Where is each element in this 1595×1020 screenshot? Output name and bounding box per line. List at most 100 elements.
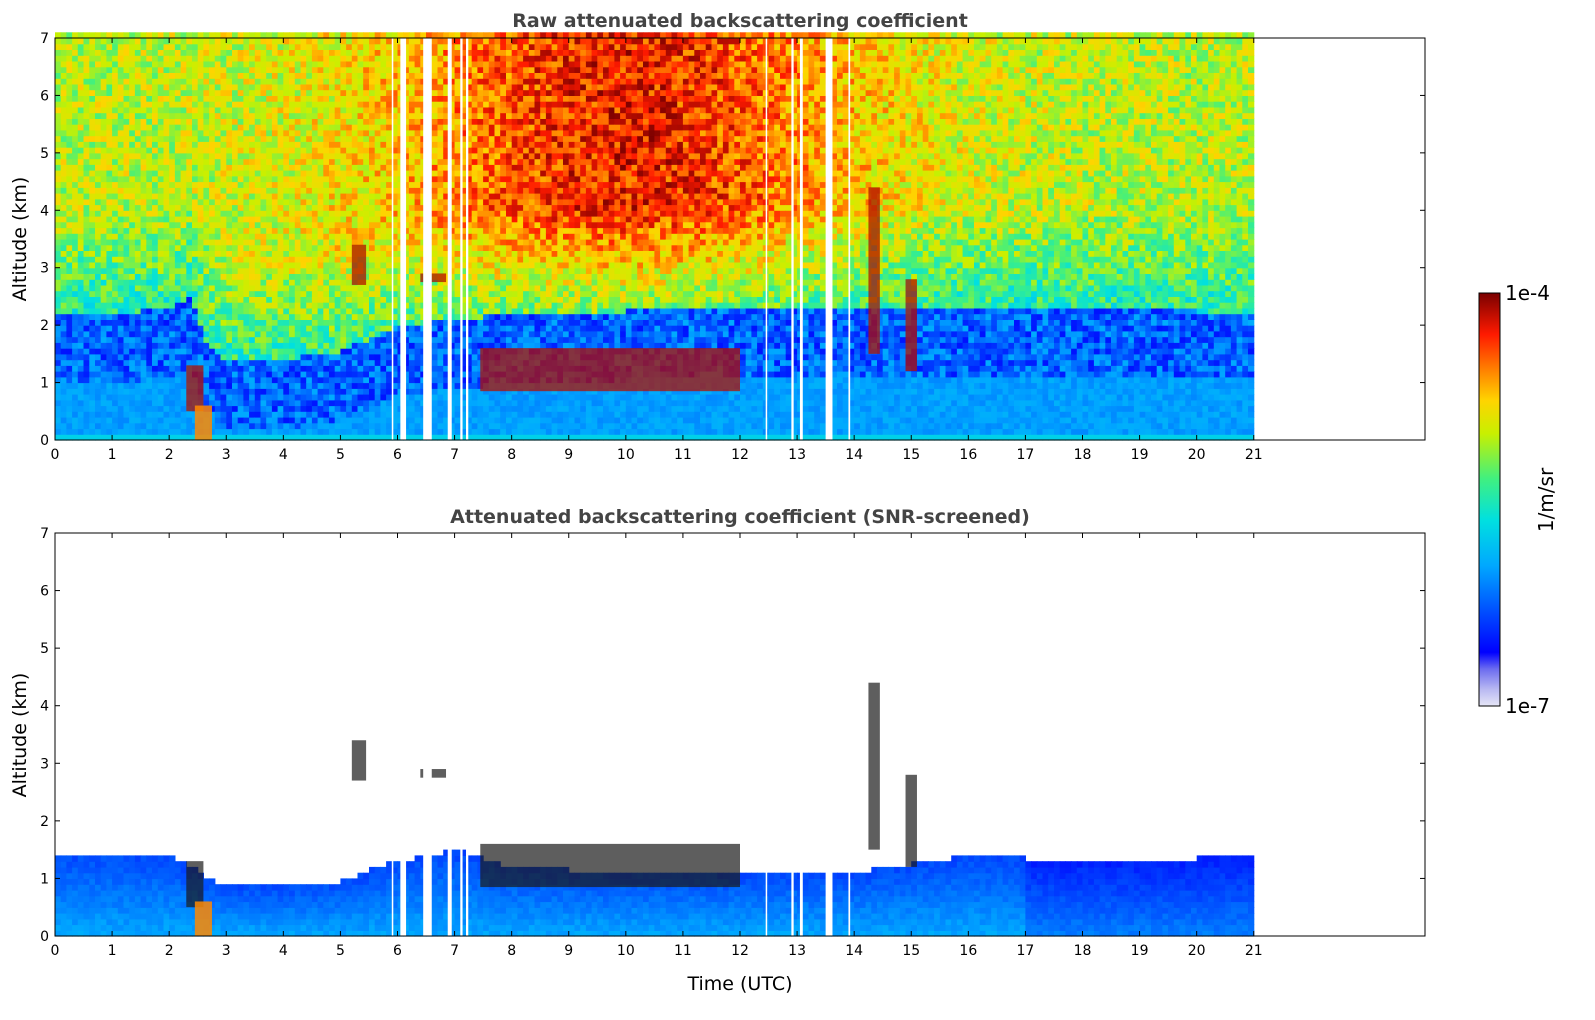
data-gap — [765, 38, 768, 440]
cloud-feature — [420, 273, 447, 283]
x-tick-label: 14 — [845, 447, 863, 463]
heatmap-screened — [55, 533, 1255, 937]
x-axis: 0 1 2 3 4 5 6 7 8 9 10 11 12 13 14 15 16 17 18 19 20 21 — [51, 533, 1263, 959]
data-gap — [460, 533, 463, 936]
colorbar: 1e-4 1e-7 1/m/sr — [1478, 281, 1558, 718]
x-tick-label: 2 — [165, 447, 174, 463]
y-axis: 0 1 2 3 4 5 6 7 — [40, 526, 1425, 945]
aerosol-plume — [194, 901, 212, 936]
x-tick-label: 1 — [108, 447, 117, 463]
x-tick-label: 5 — [336, 943, 345, 959]
panel-snr-screened: Attenuated backscattering coefficient (S… — [9, 506, 1426, 995]
y-axis: 0 1 2 3 4 5 6 7 — [40, 31, 1425, 449]
y-tick-label: 2 — [40, 814, 49, 830]
x-tick-label: 3 — [222, 943, 231, 959]
cloud-feature — [868, 682, 880, 850]
x-tick-label: 18 — [1074, 943, 1092, 959]
y-tick-label: 4 — [40, 699, 49, 715]
data-gap — [423, 38, 432, 440]
y-tick-label: 5 — [40, 641, 49, 657]
chart-title: Raw attenuated backscattering coefficien… — [512, 10, 968, 32]
y-tick-label: 0 — [40, 433, 49, 449]
data-gap — [447, 533, 452, 936]
data-gap — [799, 533, 803, 936]
cloud-feature — [351, 740, 367, 781]
x-tick-label: 17 — [1017, 943, 1035, 959]
x-tick-label: 0 — [51, 447, 60, 463]
data-gap — [848, 533, 851, 936]
x-tick-label: 18 — [1074, 447, 1092, 463]
data-gap — [799, 38, 803, 440]
x-tick-label: 12 — [731, 447, 749, 463]
data-gap — [825, 533, 833, 936]
x-tick-label: 16 — [959, 447, 977, 463]
data-gap — [466, 533, 469, 936]
x-tick-label: 7 — [450, 943, 459, 959]
x-tick-label: 8 — [507, 447, 516, 463]
data-gap — [460, 38, 463, 440]
x-tick-label: 0 — [51, 943, 60, 959]
cloud-feature — [420, 769, 447, 778]
x-tick-label: 9 — [564, 943, 573, 959]
data-gap — [423, 533, 432, 936]
y-tick-label: 3 — [40, 261, 49, 277]
x-axis-label: Time (UTC) — [686, 973, 792, 995]
panel-raw: Raw attenuated backscattering coefficien… — [9, 10, 1426, 463]
aerosol-plume — [194, 405, 212, 440]
y-tick-label: 7 — [40, 526, 49, 542]
y-tick-label: 7 — [40, 31, 49, 47]
cloud-feature — [480, 348, 740, 392]
x-tick-label: 5 — [336, 447, 345, 463]
x-tick-label: 4 — [279, 447, 288, 463]
y-tick-label: 1 — [40, 376, 49, 392]
cloud-feature — [905, 279, 917, 372]
x-axis: 0 1 2 3 4 5 6 7 8 9 10 11 12 13 14 15 16 17 18 19 20 21 — [51, 38, 1263, 463]
x-tick-label: 19 — [1131, 943, 1149, 959]
y-tick-label: 0 — [40, 929, 49, 945]
x-tick-label: 17 — [1017, 447, 1035, 463]
data-gap — [848, 38, 851, 440]
y-axis-label: Altitude (km) — [9, 673, 31, 798]
x-tick-label: 4 — [279, 943, 288, 959]
x-tick-label: 7 — [450, 447, 459, 463]
cloud-feature — [186, 365, 204, 412]
x-tick-label: 21 — [1245, 943, 1263, 959]
x-tick-label: 13 — [788, 943, 806, 959]
x-tick-label: 1 — [108, 943, 117, 959]
data-gap — [400, 533, 407, 936]
x-tick-label: 15 — [902, 943, 920, 959]
x-tick-label: 15 — [902, 447, 920, 463]
chart-title: Attenuated backscattering coefficient (S… — [450, 506, 1030, 528]
y-tick-label: 3 — [40, 756, 49, 772]
colorbar-units-label: 1/m/sr — [1534, 467, 1558, 532]
x-tick-label: 8 — [507, 943, 516, 959]
x-tick-label: 10 — [617, 447, 635, 463]
data-gap — [791, 533, 794, 936]
y-tick-label: 4 — [40, 203, 49, 219]
x-tick-label: 20 — [1188, 447, 1206, 463]
data-gap — [791, 38, 794, 440]
cloud-feature — [868, 187, 880, 354]
y-tick-label: 5 — [40, 146, 49, 162]
x-tick-label: 21 — [1245, 447, 1263, 463]
x-tick-label: 16 — [959, 943, 977, 959]
x-tick-label: 9 — [564, 447, 573, 463]
cloud-feature — [905, 774, 917, 867]
y-tick-label: 6 — [40, 584, 49, 600]
y-tick-label: 2 — [40, 318, 49, 334]
x-tick-label: 11 — [674, 447, 692, 463]
x-tick-label: 2 — [165, 943, 174, 959]
y-tick-label: 1 — [40, 871, 49, 887]
x-tick-label: 12 — [731, 943, 749, 959]
data-gap — [391, 533, 394, 936]
data-gap — [391, 38, 394, 440]
x-tick-label: 19 — [1131, 447, 1149, 463]
cloud-feature — [351, 244, 367, 285]
cloud-feature — [186, 861, 204, 908]
data-gap — [400, 38, 407, 440]
colorbar-max-label: 1e-4 — [1505, 281, 1550, 305]
data-gap — [466, 38, 469, 440]
y-tick-label: 6 — [40, 88, 49, 104]
x-tick-label: 14 — [845, 943, 863, 959]
